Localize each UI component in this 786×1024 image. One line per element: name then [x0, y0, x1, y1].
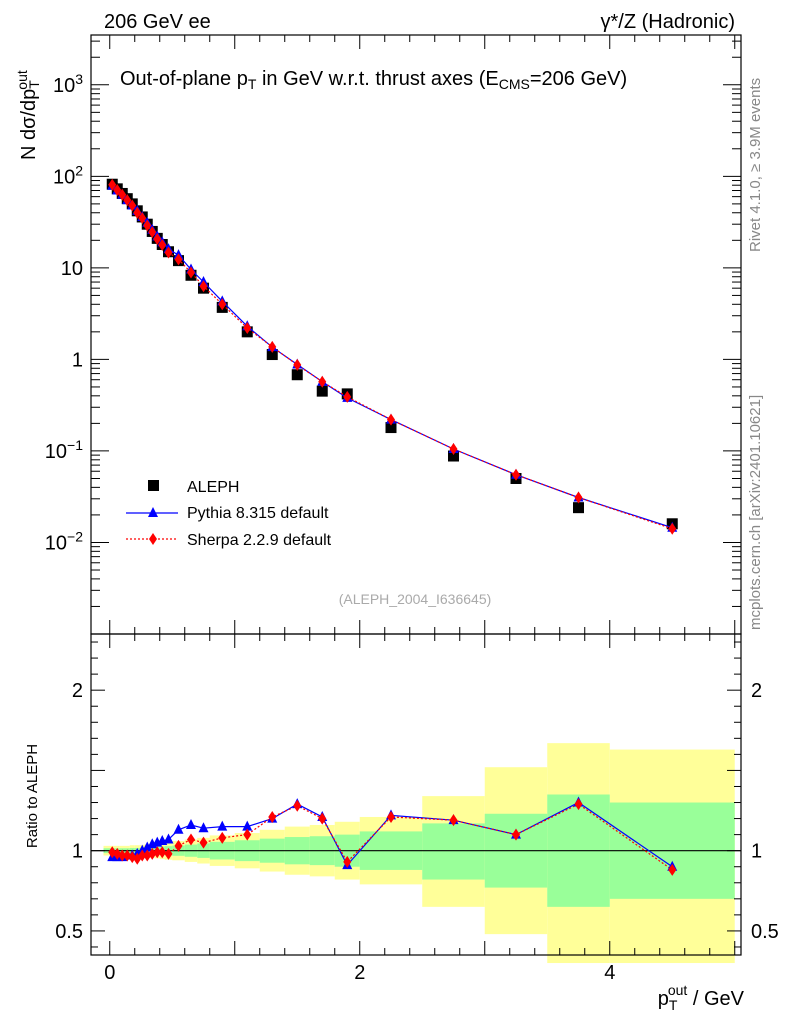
aleph-point-17	[266, 349, 278, 361]
ratio-pythia-point-12	[173, 823, 184, 834]
ratio-pythia-point-16	[242, 820, 253, 831]
sherpa-point-25	[668, 522, 677, 535]
sherpa-point-10	[158, 238, 167, 251]
aleph-point-18	[291, 369, 303, 381]
sherpa-point-5	[133, 206, 142, 219]
sherpa-point-16	[243, 322, 252, 335]
mcplots-credit: mcplots.cern.ch [arXiv:2401.10621]	[747, 395, 764, 630]
sherpa-point-4	[128, 199, 137, 212]
ratio-pythia-point-15	[217, 820, 228, 831]
ratio-y-tick-label-0.5: 0.5	[55, 921, 83, 943]
ratio-y-tick-label-1: 1	[72, 841, 83, 863]
y-tick-label-10^-2: 10−2	[45, 529, 83, 555]
legend-label-aleph: ALEPH	[187, 479, 239, 496]
x-tick-label-4: 4	[604, 962, 615, 984]
x-tick-label-0: 0	[104, 962, 115, 984]
sherpa-point-14	[199, 280, 208, 293]
aleph-point-21	[385, 422, 397, 434]
sherpa-point-1	[113, 183, 122, 196]
ratio-sherpa-point-6	[138, 849, 147, 862]
ratio-sherpa-point-24	[574, 798, 583, 811]
ratio-sherpa-point-16	[243, 828, 252, 841]
ratio-sherpa-point-11	[164, 847, 173, 860]
sherpa-point-22	[449, 442, 458, 455]
y-tick-label-10^2: 102	[53, 163, 83, 189]
aleph-point-19	[316, 385, 328, 397]
sherpa-point-19	[318, 375, 327, 388]
sherpa-point-9	[153, 232, 162, 245]
legend: ALEPH Pythia 8.315 default Sherpa 2.2.9 …	[126, 479, 332, 549]
main-title: Out-of-plane pT in GeV w.r.t. thrust axe…	[120, 68, 627, 92]
legend-marker-sherpa	[149, 533, 157, 545]
sherpa-point-23	[512, 468, 520, 481]
pythia-line	[111, 185, 673, 529]
sherpa-point-15	[218, 298, 227, 311]
legend-label-sherpa: Sherpa 2.2.9 default	[187, 532, 332, 549]
y-axis-label: N dσ/dpTout	[14, 70, 43, 160]
header-right: γ*/Z (Hadronic)	[601, 11, 735, 33]
sherpa-point-24	[574, 491, 583, 504]
sherpa-point-11	[164, 246, 173, 259]
y-tick-label-10: 10	[61, 258, 83, 280]
sherpa-point-6	[138, 212, 147, 225]
y-tick-label-10^-1: 10−1	[45, 437, 83, 463]
x-tick-label-2: 2	[354, 962, 365, 984]
analysis-tag: (ALEPH_2004_I636645)	[339, 591, 492, 607]
ratio-y-tick-label-right-2: 2	[751, 680, 762, 702]
aleph-point-24	[573, 502, 584, 514]
legend-marker-pythia	[148, 507, 158, 517]
main-panel: 10−2 10−1 1 10 102 103	[45, 34, 742, 635]
sherpa-point-3	[123, 194, 132, 207]
ratio-sherpa-point-23	[512, 828, 520, 841]
ratio-sherpa-point-14	[199, 836, 208, 849]
ratio-pythia-point-7	[142, 841, 153, 852]
sherpa-point-7	[143, 219, 152, 232]
header-left: 206 GeV ee	[104, 11, 211, 33]
sherpa-point-18	[293, 358, 302, 371]
ratio-sherpa-point-17	[268, 810, 277, 823]
x-axis-label: pTout / GeV	[658, 982, 745, 1013]
ratio-y-label: Ratio to ALEPH	[24, 744, 41, 848]
sherpa-point-8	[148, 226, 157, 239]
ratio-sherpa-point-12	[174, 839, 183, 852]
ratio-sherpa-point-15	[218, 831, 227, 844]
ratio-y-tick-label-2: 2	[72, 680, 83, 702]
band-green-20	[422, 823, 485, 880]
ratio-sherpa-point-19	[318, 812, 327, 825]
rivet-version: Rivet 4.1.0, ≥ 3.9M events	[747, 78, 764, 252]
legend-marker-aleph	[148, 480, 159, 491]
sherpa-point-0	[108, 178, 117, 191]
y-tick-label-10^3: 103	[53, 71, 83, 97]
ratio-frame	[90, 633, 742, 956]
sherpa-point-2	[118, 188, 127, 201]
sherpa-point-13	[187, 266, 195, 279]
ratio-pythia-point-13	[186, 818, 196, 829]
y-tick-label-1: 1	[72, 349, 83, 371]
sherpa-line	[111, 184, 673, 530]
ratio-sherpa-point-25	[668, 863, 677, 876]
ratio-y-tick-label-right-1: 1	[751, 841, 762, 863]
aleph-point-22	[448, 450, 459, 462]
sherpa-point-17	[268, 340, 277, 353]
ratio-sherpa-point-20	[343, 855, 352, 868]
ratio-sherpa-point-18	[293, 799, 302, 812]
ratio-y-tick-label-right-0.5: 0.5	[751, 921, 779, 943]
ratio-sherpa-point-2	[118, 849, 127, 862]
legend-label-pythia: Pythia 8.315 default	[187, 505, 329, 522]
ratio-sherpa-point-21	[387, 810, 395, 823]
ratio-pythia-point-11	[163, 833, 174, 844]
ratio-pythia-point-14	[198, 822, 209, 833]
sherpa-point-12	[174, 253, 183, 266]
ratio-sherpa-point-22	[449, 814, 458, 827]
ratio-sherpa-point-13	[187, 833, 195, 846]
ratio-sherpa-point-9	[153, 846, 162, 859]
ratio-sherpa-point-10	[158, 846, 167, 859]
sherpa-point-21	[387, 413, 395, 426]
ratio-panel: 0 2 4 0.5 0.5 1 1 2 2	[55, 35, 779, 984]
sherpa-point-20	[343, 390, 352, 403]
